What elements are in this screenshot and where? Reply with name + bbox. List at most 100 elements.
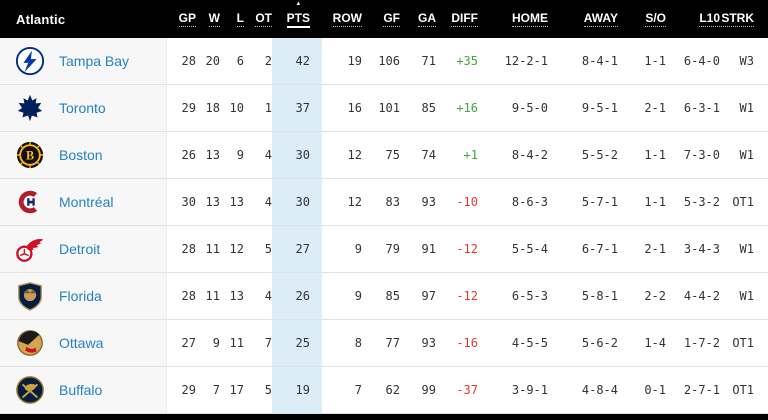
so-cell: 1-4 xyxy=(618,319,666,367)
gp-cell: 28 xyxy=(166,38,196,85)
home-cell: 4-5-5 xyxy=(478,319,548,367)
away-cell: 6-7-1 xyxy=(548,225,618,273)
team-row: Ottawa 27 9 11 7 25 8 77 93 -16 4-5-5 5-… xyxy=(0,319,768,367)
col-header-gf[interactable]: GF xyxy=(362,0,400,38)
team-name-link[interactable]: Buffalo xyxy=(59,382,103,398)
pts-cell: 37 xyxy=(272,84,322,132)
team-cell: Montréal xyxy=(0,178,167,226)
diff-cell: +1 xyxy=(436,131,478,179)
gf-cell: 75 xyxy=(362,131,400,179)
col-header-home[interactable]: HOME xyxy=(478,0,548,38)
strk-cell: W1 xyxy=(720,131,768,179)
col-header-diff[interactable]: DIFF xyxy=(436,0,478,38)
row-cell: 9 xyxy=(322,272,362,320)
l-cell: 11 xyxy=(220,319,244,367)
ot-cell: 4 xyxy=(244,178,272,226)
col-header-row[interactable]: ROW xyxy=(322,0,362,38)
gp-cell: 29 xyxy=(166,366,196,414)
ga-cell: 93 xyxy=(400,178,436,226)
col-header-ga[interactable]: GA xyxy=(400,0,436,38)
gf-cell: 106 xyxy=(362,38,400,85)
diff-cell: -16 xyxy=(436,319,478,367)
florida-panthers-logo[interactable] xyxy=(14,280,46,312)
boston-bruins-logo[interactable]: B xyxy=(14,139,46,171)
col-header-so[interactable]: S/O xyxy=(618,0,666,38)
w-cell: 13 xyxy=(196,178,220,226)
away-cell: 8-4-1 xyxy=(548,38,618,85)
w-cell: 7 xyxy=(196,366,220,414)
team-row: Toronto 29 18 10 1 37 16 101 85 +16 9-5-… xyxy=(0,84,768,132)
l10-cell: 1-7-2 xyxy=(666,319,720,367)
w-cell: 9 xyxy=(196,319,220,367)
row-cell: 16 xyxy=(322,84,362,132)
ot-cell: 7 xyxy=(244,319,272,367)
ot-cell: 4 xyxy=(244,272,272,320)
home-cell: 3-9-1 xyxy=(478,366,548,414)
team-cell: Florida xyxy=(0,272,167,320)
next-division-header-bar xyxy=(0,414,768,420)
w-cell: 11 xyxy=(196,272,220,320)
ga-cell: 91 xyxy=(400,225,436,273)
tampa-bay-lightning-logo[interactable] xyxy=(14,45,46,77)
col-header-away[interactable]: AWAY xyxy=(548,0,618,38)
team-name-link[interactable]: Toronto xyxy=(59,100,106,116)
team-cell: Toronto xyxy=(0,84,167,132)
team-row: Florida 28 11 13 4 26 9 85 97 -12 6-5-3 … xyxy=(0,272,768,320)
team-row: Buffalo 29 7 17 5 19 7 62 99 -37 3-9-1 4… xyxy=(0,366,768,414)
team-row: Montréal 30 13 13 4 30 12 83 93 -10 8-6-… xyxy=(0,178,768,226)
so-cell: 1-1 xyxy=(618,131,666,179)
away-cell: 5-7-1 xyxy=(548,178,618,226)
diff-cell: +35 xyxy=(436,38,478,85)
col-header-pts[interactable]: ▲ PTS xyxy=(272,0,322,38)
diff-cell: -12 xyxy=(436,272,478,320)
gf-cell: 77 xyxy=(362,319,400,367)
so-cell: 2-1 xyxy=(618,225,666,273)
gp-cell: 29 xyxy=(166,84,196,132)
col-header-gp[interactable]: GP xyxy=(166,0,196,38)
l-cell: 10 xyxy=(220,84,244,132)
team-cell: Detroit xyxy=(0,225,167,273)
strk-cell: W1 xyxy=(720,225,768,273)
detroit-red-wings-logo[interactable] xyxy=(14,233,46,265)
l10-cell: 7-3-0 xyxy=(666,131,720,179)
pts-cell: 26 xyxy=(272,272,322,320)
sort-ascending-icon: ▲ xyxy=(295,0,302,7)
pts-cell: 30 xyxy=(272,178,322,226)
team-name-link[interactable]: Florida xyxy=(59,288,102,304)
montreal-canadiens-logo[interactable] xyxy=(14,186,46,218)
team-row: B Boston 26 13 9 4 30 12 75 74 +1 8-4-2 … xyxy=(0,131,768,179)
l10-cell: 3-4-3 xyxy=(666,225,720,273)
strk-cell: W1 xyxy=(720,272,768,320)
home-cell: 9-5-0 xyxy=(478,84,548,132)
team-name-link[interactable]: Montréal xyxy=(59,194,114,210)
away-cell: 5-6-2 xyxy=(548,319,618,367)
col-header-strk[interactable]: STRK xyxy=(720,0,768,38)
col-header-l[interactable]: L xyxy=(220,0,244,38)
col-header-l10[interactable]: L10 xyxy=(666,0,720,38)
pts-cell: 30 xyxy=(272,131,322,179)
team-cell: B Boston xyxy=(0,131,167,179)
team-name-link[interactable]: Tampa Bay xyxy=(59,53,130,69)
ga-cell: 93 xyxy=(400,319,436,367)
team-name-link[interactable]: Boston xyxy=(59,147,103,163)
buffalo-sabres-logo[interactable] xyxy=(14,374,46,406)
ga-cell: 97 xyxy=(400,272,436,320)
gp-cell: 30 xyxy=(166,178,196,226)
header-row: Atlantic GP W L OT ▲ PTS ROW GF GA DIFF H… xyxy=(0,0,768,38)
row-cell: 12 xyxy=(322,131,362,179)
team-name-link[interactable]: Ottawa xyxy=(59,335,104,351)
l10-cell: 6-3-1 xyxy=(666,84,720,132)
team-cell: Buffalo xyxy=(0,366,167,414)
toronto-maple-leafs-logo[interactable] xyxy=(14,92,46,124)
pts-cell: 25 xyxy=(272,319,322,367)
home-cell: 6-5-3 xyxy=(478,272,548,320)
col-header-ot[interactable]: OT xyxy=(244,0,272,38)
col-header-w[interactable]: W xyxy=(196,0,220,38)
gp-cell: 26 xyxy=(166,131,196,179)
strk-cell: OT1 xyxy=(720,178,768,226)
ottawa-senators-logo[interactable] xyxy=(14,327,46,359)
team-row: Tampa Bay 28 20 6 2 42 19 106 71 +35 12-… xyxy=(0,38,768,85)
l-cell: 9 xyxy=(220,131,244,179)
team-name-link[interactable]: Detroit xyxy=(59,241,101,257)
